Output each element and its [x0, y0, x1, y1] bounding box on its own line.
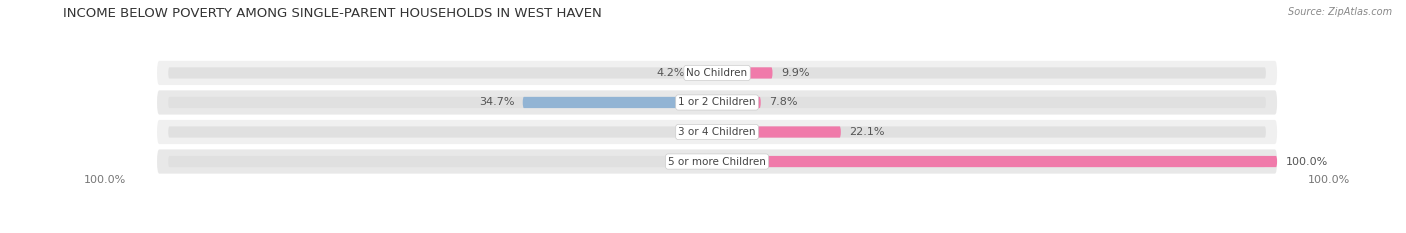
Text: 9.9%: 9.9%: [780, 68, 810, 78]
FancyBboxPatch shape: [169, 97, 1265, 108]
FancyBboxPatch shape: [169, 156, 1265, 167]
Text: 100.0%: 100.0%: [84, 175, 127, 185]
Text: 1 or 2 Children: 1 or 2 Children: [678, 97, 756, 107]
Text: Source: ZipAtlas.com: Source: ZipAtlas.com: [1288, 7, 1392, 17]
FancyBboxPatch shape: [717, 156, 1277, 167]
Text: 3 or 4 Children: 3 or 4 Children: [678, 127, 756, 137]
Text: 0.0%: 0.0%: [681, 127, 709, 137]
FancyBboxPatch shape: [717, 67, 772, 79]
FancyBboxPatch shape: [157, 90, 1277, 115]
FancyBboxPatch shape: [693, 67, 717, 79]
FancyBboxPatch shape: [717, 97, 761, 108]
FancyBboxPatch shape: [523, 97, 717, 108]
FancyBboxPatch shape: [169, 126, 1265, 138]
Text: 34.7%: 34.7%: [479, 97, 515, 107]
Text: 0.0%: 0.0%: [681, 157, 709, 167]
FancyBboxPatch shape: [169, 67, 1265, 79]
FancyBboxPatch shape: [717, 126, 841, 138]
FancyBboxPatch shape: [157, 120, 1277, 144]
FancyBboxPatch shape: [157, 61, 1277, 85]
Text: 100.0%: 100.0%: [1285, 157, 1327, 167]
Text: INCOME BELOW POVERTY AMONG SINGLE-PARENT HOUSEHOLDS IN WEST HAVEN: INCOME BELOW POVERTY AMONG SINGLE-PARENT…: [63, 7, 602, 20]
FancyBboxPatch shape: [157, 149, 1277, 174]
Text: 100.0%: 100.0%: [1308, 175, 1350, 185]
Text: 22.1%: 22.1%: [849, 127, 884, 137]
Text: 5 or more Children: 5 or more Children: [668, 157, 766, 167]
Text: 4.2%: 4.2%: [657, 68, 685, 78]
Text: No Children: No Children: [686, 68, 748, 78]
Text: 7.8%: 7.8%: [769, 97, 797, 107]
